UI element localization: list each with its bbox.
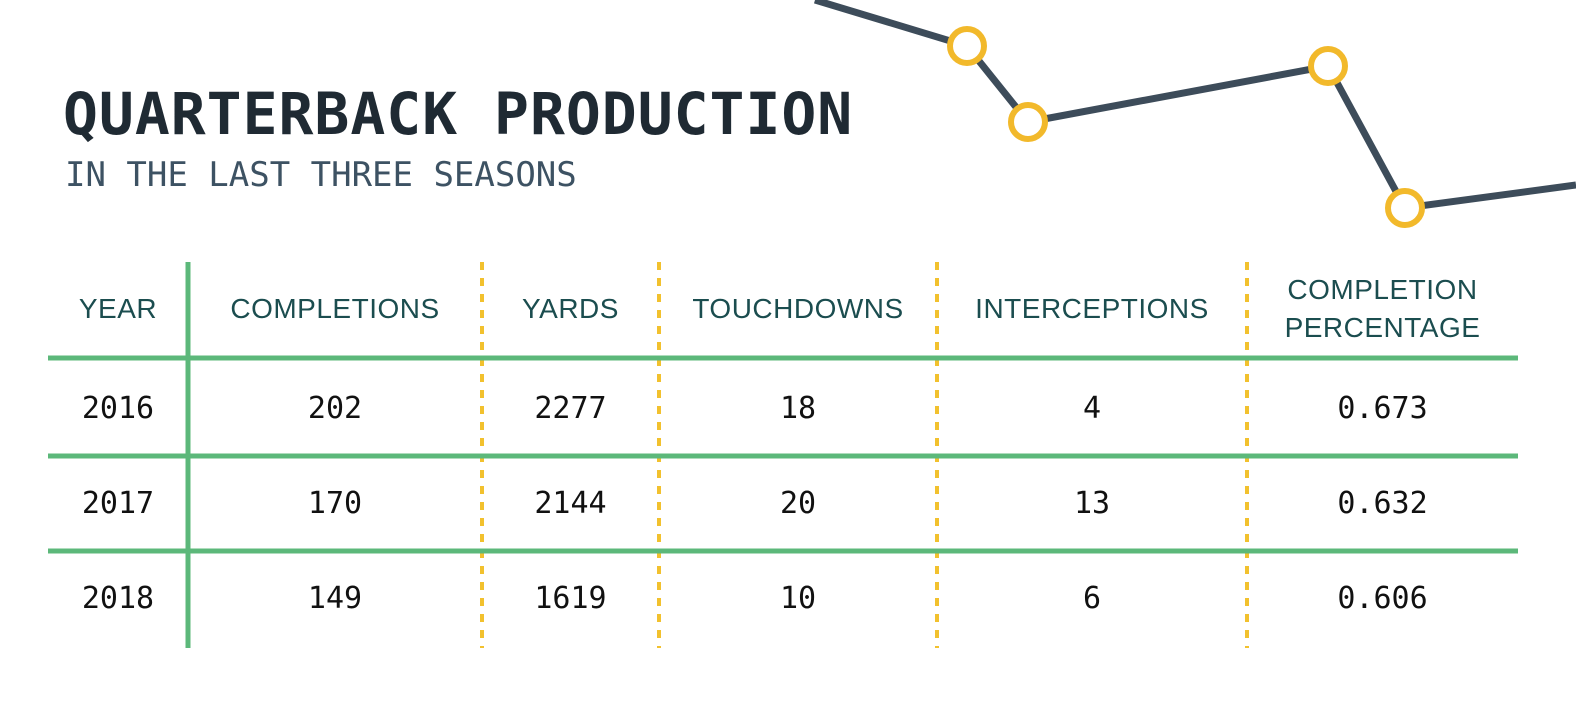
decor-dot	[947, 26, 987, 66]
column-header: TOUCHDOWNS	[692, 293, 904, 324]
table-cell: 0.632	[1337, 486, 1428, 521]
table-cell: 149	[307, 580, 363, 616]
column-header: COMPLETIONS	[230, 293, 440, 324]
table-cell: 18	[779, 390, 817, 426]
table-cell: 0.606	[1337, 580, 1428, 616]
column-header: YEAR	[78, 293, 158, 324]
table-cell: 13	[1073, 486, 1111, 521]
table-cell: 2016	[81, 390, 155, 426]
decor-dot	[1008, 102, 1048, 142]
table-cell: 1619	[534, 580, 607, 616]
table-cell: 2277	[534, 390, 607, 426]
column-header: INTERCEPTIONS	[975, 293, 1209, 324]
decor-dots	[947, 26, 1425, 228]
column-header: YARDS	[522, 293, 619, 324]
table-cell: 2144	[534, 486, 607, 521]
table-cell: 4	[1082, 390, 1102, 426]
column-header: COMPLETION PERCENTAGE	[1284, 274, 1481, 343]
table-cell: 170	[307, 486, 363, 521]
decor-dot	[1385, 188, 1425, 228]
table-cell: 2017	[81, 486, 155, 521]
decor-line	[813, 0, 1576, 212]
table-cell: 2018	[81, 580, 155, 616]
table-cell: 0.673	[1337, 390, 1428, 426]
decor-dot	[1308, 46, 1348, 86]
table-cell: 202	[307, 390, 363, 426]
table-cell: 20	[779, 486, 817, 521]
row-rules	[48, 262, 1518, 648]
title: QUARTERBACK PRODUCTION	[63, 80, 854, 148]
table-cell: 10	[779, 580, 817, 616]
table-cell: 6	[1082, 580, 1102, 616]
subtitle: IN THE LAST THREE SEASONS	[65, 155, 577, 195]
